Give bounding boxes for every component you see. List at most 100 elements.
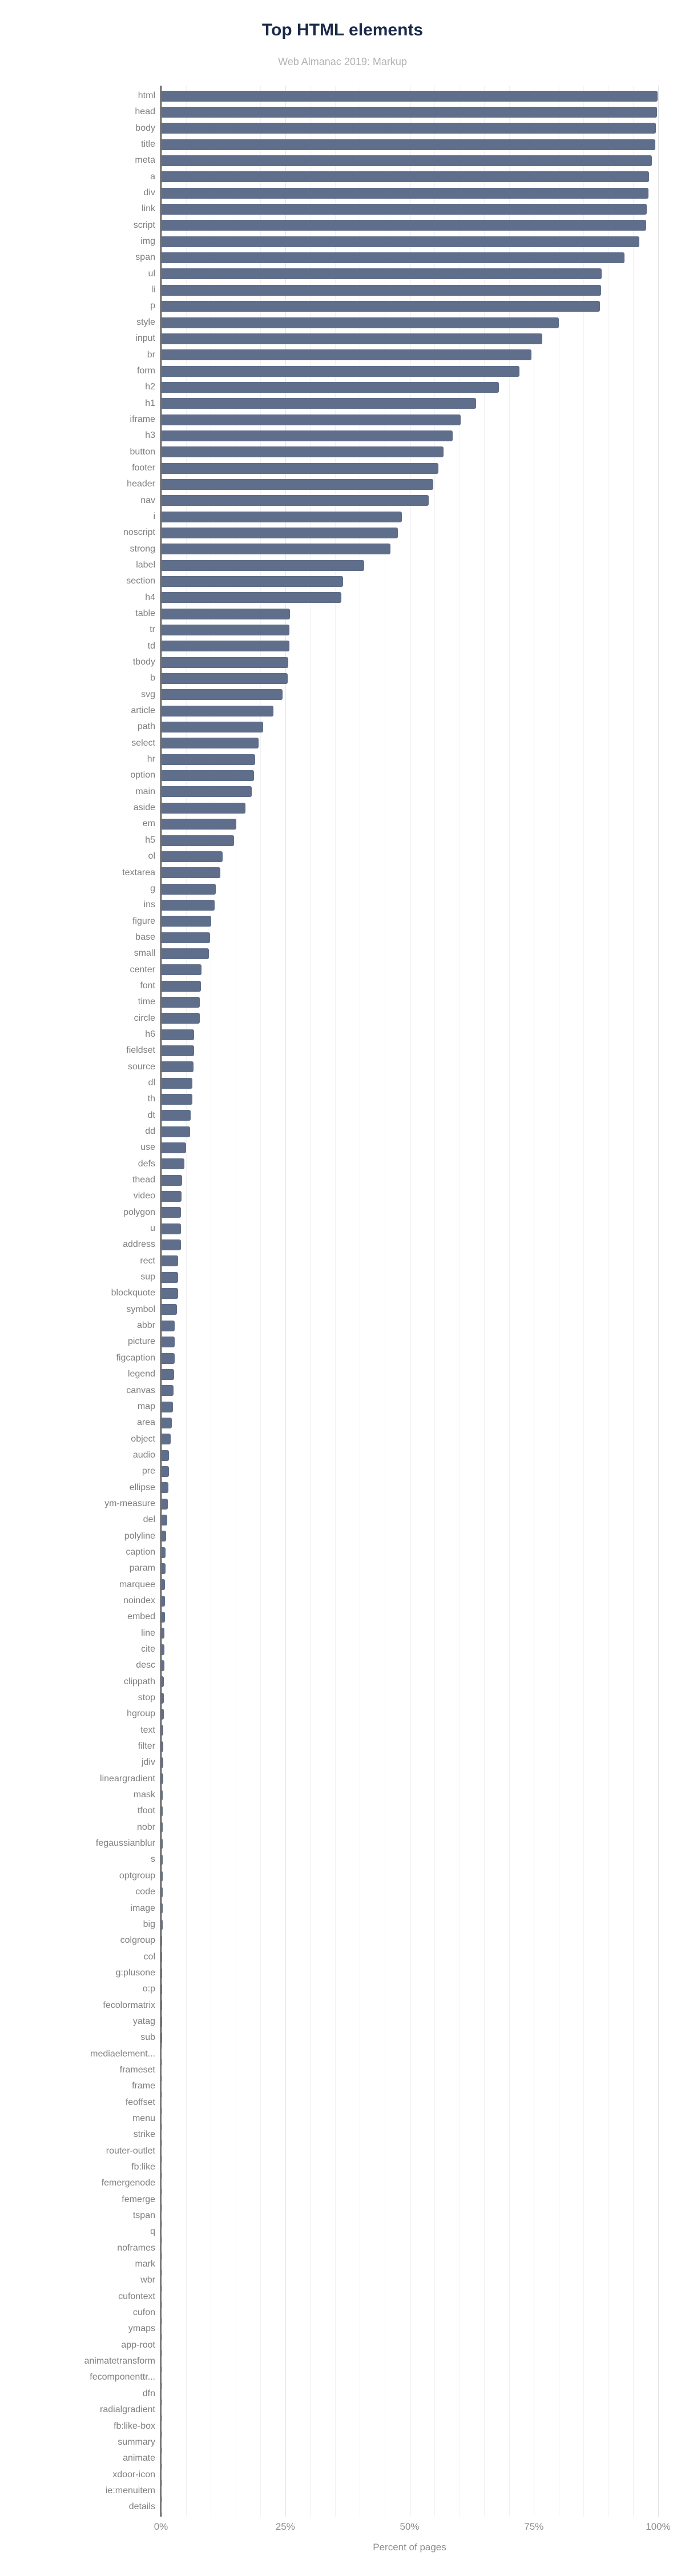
bar-row: femerge [122, 2192, 658, 2208]
bar [161, 1547, 166, 1558]
bar-label: footer [132, 462, 155, 473]
bar-row: big [143, 1917, 658, 1933]
bar [161, 641, 289, 652]
bar-label: video [133, 1191, 155, 1201]
bar-label: stop [138, 1693, 155, 1703]
bar [161, 2259, 162, 2270]
bar-label: cite [141, 1644, 155, 1654]
bar-label: dd [145, 1126, 155, 1136]
bar-row: fieldset [126, 1043, 658, 1058]
bar [161, 365, 519, 377]
bar-label: wbr [140, 2275, 155, 2285]
bar-row: defs [138, 1156, 658, 1172]
bar-row: ymaps [128, 2321, 658, 2337]
bar-label: text [140, 1725, 155, 1735]
bar [161, 980, 201, 992]
bar-row: footer [132, 460, 658, 476]
bar-label: audio [132, 1450, 155, 1460]
bar [161, 2032, 162, 2043]
bar [161, 1870, 163, 1882]
bar-row: noindex [123, 1593, 658, 1609]
bar [161, 544, 390, 555]
bar-row: jdiv [142, 1754, 658, 1770]
bar-label: param [129, 1563, 155, 1573]
bar [161, 916, 211, 927]
bar-row: cite [141, 1641, 658, 1657]
gridline [260, 86, 261, 2517]
bar-row: circle [134, 1011, 658, 1027]
bar-label: fecomponenttr... [90, 2372, 155, 2382]
bar-row: strike [134, 2127, 658, 2143]
bar-row: figure [132, 913, 658, 929]
bar-row: optgroup [119, 1868, 658, 1884]
bar-row: map [138, 1399, 658, 1415]
bar-label: marquee [119, 1579, 155, 1589]
bar-label: meta [135, 155, 155, 166]
bar-row: svg [141, 687, 658, 703]
bar-row: wbr [140, 2272, 658, 2288]
x-tick-label: 25% [275, 2521, 295, 2532]
bar-row: th [148, 1091, 658, 1107]
bar-row: mediaelement... [90, 2046, 658, 2062]
bar [161, 835, 235, 846]
bar-row: ol [148, 848, 658, 864]
gridline [633, 86, 634, 2517]
bar-row: div [144, 185, 658, 201]
bar-label: td [147, 641, 155, 651]
bar [161, 236, 639, 247]
bar-row: select [131, 735, 658, 751]
bar [161, 268, 602, 280]
bar-label: small [134, 948, 155, 959]
bar [161, 1223, 181, 1234]
bar-label: embed [127, 1612, 155, 1622]
gridline [285, 86, 286, 2517]
bar-label: radialgradient [100, 2405, 155, 2415]
bar [161, 576, 343, 587]
bar-row: textarea [122, 865, 658, 881]
bar [161, 349, 531, 361]
bar-label: fegaussianblur [95, 1838, 155, 1849]
bar-row: fegaussianblur [96, 1836, 658, 1852]
bar [161, 2162, 162, 2173]
bar-row: hgroup [127, 1706, 658, 1722]
bar [161, 398, 477, 409]
bar [161, 2113, 162, 2124]
bar-row: link [142, 201, 658, 217]
bar-row: embed [127, 1609, 658, 1625]
bar-label: h6 [145, 1029, 155, 1039]
bar-label: tspan [132, 2211, 155, 2221]
bar [161, 867, 220, 879]
bar [161, 1692, 164, 1704]
bar [161, 1514, 168, 1526]
bar-label: defs [138, 1158, 155, 1169]
bar-row: audio [133, 1447, 658, 1463]
bar-row: video [134, 1188, 658, 1204]
bar-label: use [140, 1142, 155, 1153]
bar-label: div [143, 188, 155, 198]
bar-row: h1 [145, 396, 658, 412]
bar [161, 1174, 182, 1186]
bar-label: body [135, 123, 155, 133]
bar [161, 1741, 164, 1752]
bar [161, 899, 215, 911]
gridline [484, 86, 485, 2517]
bar-row: dt [148, 1108, 658, 1124]
bar [161, 1676, 164, 1688]
plot-area: html head body title meta a div [84, 86, 659, 2517]
bar [161, 608, 291, 619]
bar-row: polyline [124, 1528, 658, 1544]
bar [161, 1061, 194, 1073]
bar-row: title [141, 136, 658, 152]
bar-row: meta [135, 152, 658, 168]
bar [161, 1563, 166, 1574]
bar [161, 1110, 191, 1121]
bar [161, 2064, 162, 2076]
bar-label: big [143, 1919, 155, 1929]
bar-label: center [130, 964, 155, 975]
bar-row: source [128, 1059, 658, 1075]
gridline [335, 86, 336, 2517]
bar-label: h1 [145, 398, 155, 408]
bar-label: li [151, 285, 155, 295]
bar-row: g [150, 881, 658, 897]
bar-row: button [130, 444, 658, 460]
